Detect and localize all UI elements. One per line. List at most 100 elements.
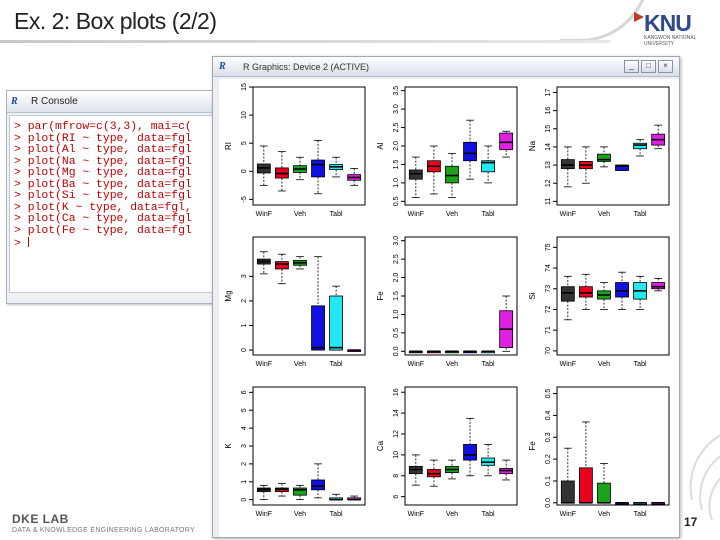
- x-tick-label: Tabl: [482, 361, 495, 368]
- y-axis-label: RI: [224, 142, 233, 150]
- y-tick-label: 75: [545, 243, 552, 251]
- r-graphics-window[interactable]: R R Graphics: Device 2 (ACTIVE) _ □ × -5…: [212, 56, 680, 538]
- y-axis-label: Mg: [224, 290, 233, 301]
- y-tick-label: 12: [393, 430, 400, 438]
- x-tick-label: WinF: [408, 511, 424, 518]
- box: [463, 141, 477, 162]
- plot-frame: [252, 236, 366, 356]
- y-tick-label: 15: [545, 125, 552, 133]
- y-tick-label: 2.5: [393, 123, 400, 133]
- y-tick-label: 1.5: [393, 291, 400, 301]
- y-tick-label: 1: [241, 480, 248, 484]
- y-tick-label: 0: [241, 348, 248, 352]
- plot-frame: [556, 386, 670, 506]
- x-tick-label: Tabl: [634, 511, 647, 518]
- y-axis-label: Si: [528, 292, 537, 299]
- y-tick-label: 1: [241, 323, 248, 327]
- box: [445, 165, 459, 184]
- y-tick-label: 0.0: [393, 346, 400, 356]
- x-tick-label: Veh: [294, 211, 306, 218]
- plot-canvas[interactable]: -5 0 5 10 15 RI WinF Veh Tabl 0.5 1.0 1.5 2.0 2.5 3.0 3…: [219, 79, 679, 537]
- r-graphics-titlebar[interactable]: R R Graphics: Device 2 (ACTIVE) _ □ ×: [213, 57, 679, 77]
- console-input-line[interactable]: >: [14, 237, 220, 251]
- r-console-titlebar[interactable]: R R Console: [7, 91, 221, 113]
- box: [615, 164, 629, 171]
- y-axis-label: Al: [376, 142, 385, 149]
- plot-frame: [556, 86, 670, 206]
- y-tick-label: 3: [241, 444, 248, 448]
- y-tick-label: 0.4: [545, 410, 552, 420]
- x-tick-label: WinF: [560, 211, 576, 218]
- x-tick-label: WinF: [256, 361, 272, 368]
- y-tick-label: 11: [545, 198, 552, 205]
- x-tick-label: Tabl: [330, 511, 343, 518]
- console-line: > plot(Ba ~ type, data=fgl: [14, 178, 192, 191]
- knu-logo-subtitle: KANGWON NATIONAL UNIVERSITY: [644, 35, 697, 47]
- corner-decoration-arcs: [689, 434, 720, 521]
- console-line: > plot(Na ~ type, data=fgl: [14, 155, 192, 168]
- box: [578, 286, 593, 298]
- box: [560, 480, 575, 504]
- y-tick-label: 0.0: [545, 498, 552, 508]
- close-button[interactable]: ×: [658, 60, 673, 73]
- y-tick-label: 0.5: [393, 196, 400, 206]
- console-line: > par(mfrow=c(3,3), mai=c(: [14, 121, 192, 133]
- y-tick-label: 4: [241, 426, 248, 430]
- boxplot-panel-ca: 6 8 10 12 14 16 Ca WinF Veh Tabl: [376, 386, 518, 518]
- y-tick-label: 3.5: [393, 86, 400, 96]
- y-tick-label: 0: [241, 169, 248, 173]
- y-tick-label: 17: [545, 88, 552, 96]
- y-tick-label: 0.5: [393, 328, 400, 338]
- x-tick-label: WinF: [256, 211, 272, 218]
- y-tick-label: 0.3: [545, 432, 552, 442]
- console-line: > plot(Al ~ type, data=fgl: [14, 144, 192, 156]
- x-tick-label: Tabl: [482, 211, 495, 218]
- box: [651, 282, 666, 290]
- boxplot-panel-na: 11 12 13 14 15 16 17 Na WinF Veh Tabl: [528, 86, 670, 218]
- plot-frame: [404, 386, 518, 506]
- y-tick-label: 5: [241, 141, 248, 145]
- r-logo-icon: R: [219, 60, 226, 72]
- box: [408, 169, 423, 180]
- console-line: > plot(K ~ type, data=fgl,: [14, 201, 192, 214]
- y-tick-label: 1.5: [393, 159, 400, 169]
- x-tick-label: Tabl: [634, 361, 647, 368]
- y-tick-label: 2: [241, 462, 248, 466]
- r-console-window[interactable]: R R Console > par(mfrow=c(3,3), mai=c( >…: [6, 90, 222, 304]
- x-tick-label: WinF: [256, 511, 272, 518]
- boxplot-panel-al: 0.5 1.0 1.5 2.0 2.5 3.0 3.5 Al WinF Veh Tabl: [376, 86, 518, 218]
- boxplot-panel-fe: 0.0 0.1 0.2 0.3 0.4 0.5 Fe WinF Veh Tabl: [528, 386, 670, 518]
- y-tick-label: 71: [545, 326, 552, 334]
- y-tick-label: 8: [393, 474, 400, 478]
- y-tick-label: 14: [393, 409, 400, 417]
- y-tick-label: 0.1: [545, 476, 552, 486]
- window-controls: _ □ ×: [624, 60, 673, 73]
- y-tick-label: 6: [241, 390, 248, 394]
- page-number: 17: [684, 515, 698, 529]
- dke-lab-fullname: DATA & KNOWLEDGE ENGINEERING LABORATORY: [12, 527, 195, 534]
- x-tick-label: Veh: [446, 361, 458, 368]
- title-underline: [0, 40, 610, 43]
- x-tick-label: Veh: [598, 211, 610, 218]
- x-tick-label: WinF: [560, 361, 576, 368]
- y-tick-label: 10: [393, 451, 400, 459]
- y-axis-label: Fe: [376, 291, 385, 301]
- y-tick-label: 12: [545, 179, 552, 187]
- text-caret: [27, 237, 29, 247]
- r-console-body[interactable]: > par(mfrow=c(3,3), mai=c( > plot(RI ~ t…: [9, 115, 221, 293]
- y-tick-label: 16: [545, 107, 552, 115]
- console-line: > plot(Si ~ type, data=fgl: [14, 190, 192, 202]
- console-line: > plot(Mg ~ type, data=fgl: [14, 167, 192, 179]
- minimize-button[interactable]: _: [624, 60, 639, 73]
- x-tick-label: Tabl: [634, 211, 647, 218]
- y-tick-label: 5: [241, 408, 248, 412]
- boxplot-panel-k: 0 1 2 3 4 5 6 K WinF Veh Tabl: [224, 386, 366, 518]
- knu-logo-text: KNU: [644, 10, 692, 36]
- y-tick-label: 2: [241, 299, 248, 303]
- box: [560, 159, 575, 170]
- y-tick-label: 3.0: [393, 236, 400, 246]
- x-tick-label: Veh: [598, 511, 610, 518]
- r-graphics-title: R Graphics: Device 2 (ACTIVE): [243, 61, 370, 72]
- console-line: > plot(Ca ~ type, data=fgl: [14, 213, 192, 225]
- maximize-button[interactable]: □: [641, 60, 656, 73]
